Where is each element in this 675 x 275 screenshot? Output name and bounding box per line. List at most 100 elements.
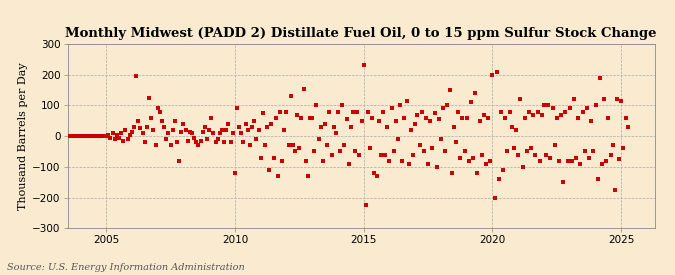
Point [571, 155, 582, 160]
Point [264, 168, 275, 172]
Point [69, 134, 80, 138]
Point [377, 109, 388, 114]
Point [440, 149, 451, 154]
Point [51, 134, 62, 138]
Point [457, 116, 468, 120]
Point [281, 109, 292, 114]
Point [107, 131, 118, 135]
Point [614, 157, 624, 161]
Point [328, 125, 339, 129]
Point [592, 177, 603, 181]
Point [101, 134, 111, 138]
Point [270, 116, 281, 120]
Point [182, 139, 193, 143]
Point [199, 125, 210, 129]
Point [133, 119, 144, 123]
Point [124, 132, 135, 137]
Point [466, 100, 477, 104]
Point [273, 174, 284, 178]
Point [60, 134, 71, 138]
Point [380, 152, 391, 157]
Point [189, 136, 200, 140]
Point [401, 99, 412, 103]
Point [262, 125, 273, 129]
Point [275, 109, 286, 114]
Point [470, 91, 481, 95]
Point [433, 117, 444, 122]
Point [535, 158, 545, 163]
Point [584, 155, 595, 160]
Point [601, 158, 612, 163]
Point [610, 188, 620, 192]
Point [427, 146, 438, 151]
Point [55, 134, 66, 138]
Point [391, 119, 402, 123]
Point [213, 137, 223, 141]
Point [234, 125, 244, 129]
Point [431, 165, 442, 169]
Y-axis label: Thousand Barrels per Day: Thousand Barrels per Day [18, 62, 28, 210]
Point [157, 119, 167, 123]
Point [105, 136, 116, 140]
Point [62, 134, 73, 138]
Point [311, 103, 322, 108]
Point [461, 116, 472, 120]
Point [146, 116, 157, 120]
Point [364, 146, 375, 151]
Point [223, 122, 234, 126]
Point [455, 155, 466, 160]
Point [95, 134, 105, 138]
Point [586, 119, 597, 123]
Point [554, 158, 564, 163]
Point [178, 122, 189, 126]
Point [253, 128, 264, 132]
Point [410, 122, 421, 126]
Point [459, 149, 470, 154]
Point [371, 174, 382, 178]
Point [356, 119, 367, 123]
Point [393, 137, 404, 141]
Point [521, 149, 532, 154]
Point [608, 143, 618, 147]
Point [556, 112, 566, 117]
Point [483, 116, 493, 120]
Point [360, 203, 371, 207]
Point [597, 162, 608, 166]
Point [109, 137, 120, 141]
Point [206, 116, 217, 120]
Point [221, 128, 232, 132]
Point [575, 162, 586, 166]
Point [595, 76, 605, 80]
Point [79, 134, 90, 138]
Point [197, 129, 208, 134]
Point [495, 109, 506, 114]
Point [333, 109, 344, 114]
Point [605, 152, 616, 157]
Point [418, 149, 429, 154]
Point [519, 116, 530, 120]
Point [317, 158, 328, 163]
Point [266, 122, 277, 126]
Point [408, 152, 418, 157]
Point [286, 94, 296, 98]
Point [367, 116, 378, 120]
Point [429, 111, 440, 115]
Point [489, 195, 500, 200]
Point [352, 109, 362, 114]
Point [97, 134, 107, 138]
Point [335, 149, 346, 154]
Point [346, 125, 356, 129]
Point [92, 134, 103, 138]
Point [71, 134, 82, 138]
Point [113, 136, 124, 140]
Point [64, 134, 75, 138]
Point [217, 128, 227, 132]
Point [73, 134, 84, 138]
Point [344, 162, 354, 166]
Point [446, 171, 457, 175]
Point [577, 109, 588, 114]
Point [304, 116, 315, 120]
Point [208, 131, 219, 135]
Point [562, 158, 573, 163]
Point [566, 158, 577, 163]
